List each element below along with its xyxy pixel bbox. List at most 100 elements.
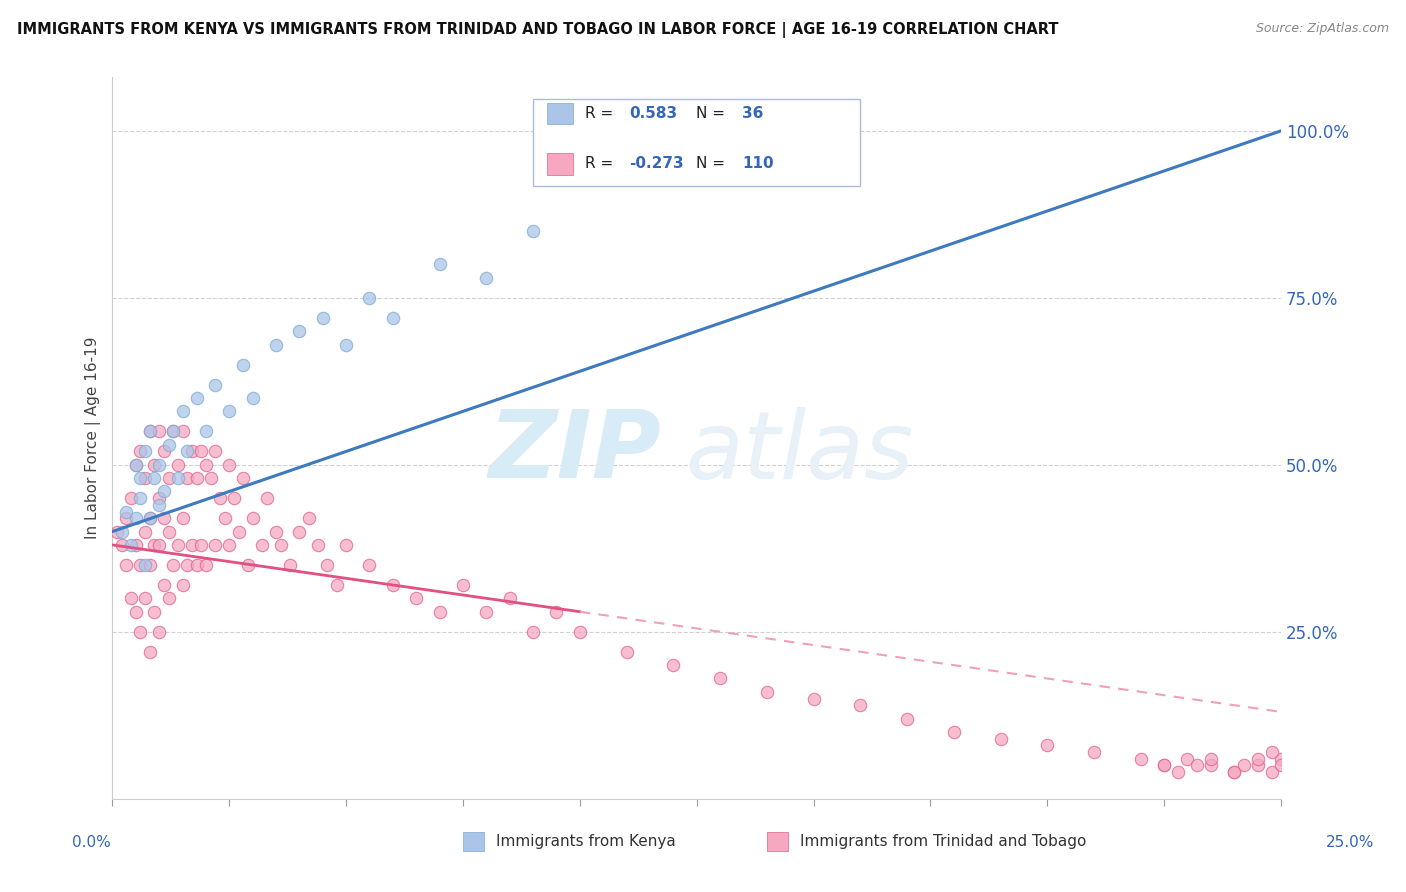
Point: [522, 624, 544, 639]
Point: [381, 310, 404, 325]
Point: [186, 391, 208, 405]
Point: [1177, 751, 1199, 765]
Text: N =: N =: [696, 156, 730, 171]
Point: [125, 538, 148, 552]
Point: [316, 558, 339, 572]
Point: [1153, 758, 1175, 772]
Point: [194, 458, 217, 472]
Point: [250, 538, 273, 552]
FancyBboxPatch shape: [533, 99, 860, 186]
Point: [139, 511, 162, 525]
Point: [1232, 758, 1254, 772]
Point: [180, 538, 202, 552]
Point: [172, 511, 194, 525]
Point: [204, 538, 226, 552]
Point: [148, 458, 170, 472]
Point: [218, 538, 240, 552]
Point: [186, 471, 208, 485]
Point: [153, 444, 176, 458]
Point: [1199, 758, 1222, 772]
Point: [115, 504, 138, 518]
FancyBboxPatch shape: [463, 832, 484, 851]
Point: [200, 471, 222, 485]
Point: [157, 471, 180, 485]
Point: [264, 337, 287, 351]
Point: [288, 324, 311, 338]
Point: [214, 511, 236, 525]
Point: [1167, 764, 1189, 779]
Point: [1199, 751, 1222, 765]
Point: [120, 538, 142, 552]
Point: [264, 524, 287, 539]
Point: [270, 538, 292, 552]
Point: [139, 645, 162, 659]
Point: [172, 578, 194, 592]
Text: ZIP: ZIP: [489, 407, 662, 499]
Point: [186, 558, 208, 572]
Point: [120, 491, 142, 505]
Point: [1129, 751, 1152, 765]
Point: [139, 425, 162, 439]
Point: [499, 591, 522, 606]
Point: [849, 698, 872, 713]
Point: [1270, 758, 1292, 772]
Point: [129, 624, 152, 639]
Point: [166, 538, 188, 552]
Point: [162, 425, 184, 439]
Point: [204, 377, 226, 392]
Point: [148, 425, 170, 439]
FancyBboxPatch shape: [766, 832, 787, 851]
Point: [1036, 739, 1059, 753]
Point: [359, 558, 381, 572]
Point: [755, 685, 778, 699]
Point: [1083, 745, 1105, 759]
Point: [157, 524, 180, 539]
Point: [475, 605, 498, 619]
Point: [546, 605, 568, 619]
Point: [242, 391, 264, 405]
Point: [115, 558, 138, 572]
Text: IMMIGRANTS FROM KENYA VS IMMIGRANTS FROM TRINIDAD AND TOBAGO IN LABOR FORCE | AG: IMMIGRANTS FROM KENYA VS IMMIGRANTS FROM…: [17, 22, 1059, 38]
Text: Source: ZipAtlas.com: Source: ZipAtlas.com: [1256, 22, 1389, 36]
Point: [157, 438, 180, 452]
Point: [190, 444, 212, 458]
Point: [162, 558, 184, 572]
Point: [148, 538, 170, 552]
Point: [125, 605, 148, 619]
Point: [115, 511, 138, 525]
Point: [134, 444, 156, 458]
Point: [134, 471, 156, 485]
Point: [125, 458, 148, 472]
Text: N =: N =: [696, 106, 730, 121]
Point: [228, 524, 250, 539]
Point: [326, 578, 349, 592]
Text: 0.583: 0.583: [628, 106, 678, 121]
Text: Immigrants from Trinidad and Tobago: Immigrants from Trinidad and Tobago: [800, 834, 1085, 849]
Point: [166, 458, 188, 472]
Point: [288, 524, 311, 539]
Point: [134, 558, 156, 572]
Point: [120, 591, 142, 606]
Point: [1153, 758, 1175, 772]
Point: [298, 511, 321, 525]
Point: [204, 444, 226, 458]
FancyBboxPatch shape: [547, 153, 572, 175]
Text: R =: R =: [585, 156, 617, 171]
Point: [218, 458, 240, 472]
Point: [1223, 764, 1246, 779]
Point: [194, 558, 217, 572]
Point: [139, 425, 162, 439]
Text: -0.273: -0.273: [628, 156, 683, 171]
Point: [475, 270, 498, 285]
Point: [139, 558, 162, 572]
Point: [134, 524, 156, 539]
Point: [568, 111, 591, 125]
Text: 110: 110: [742, 156, 773, 171]
Point: [256, 491, 278, 505]
Point: [125, 458, 148, 472]
Point: [172, 425, 194, 439]
Point: [942, 725, 965, 739]
Point: [1223, 764, 1246, 779]
Point: [153, 511, 176, 525]
Point: [208, 491, 231, 505]
